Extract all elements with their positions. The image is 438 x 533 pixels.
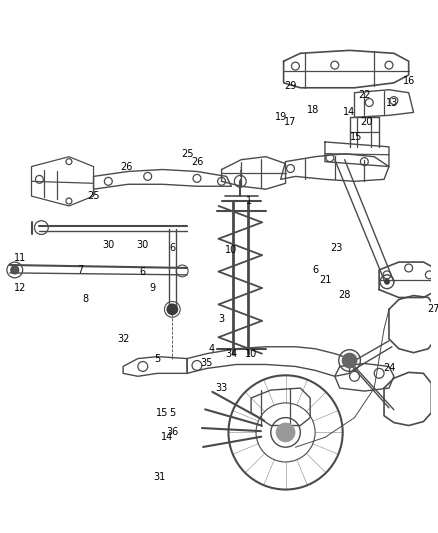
Text: 19: 19 [275,112,287,122]
Text: 6: 6 [140,267,146,277]
Text: 13: 13 [386,98,398,108]
Text: 9: 9 [149,282,155,293]
Text: 24: 24 [383,364,395,374]
Text: 11: 11 [14,253,26,263]
Circle shape [276,423,295,442]
Text: 25: 25 [181,149,193,159]
Circle shape [166,303,178,315]
Text: 10: 10 [245,349,257,359]
Text: 29: 29 [284,81,297,91]
Text: 7: 7 [78,265,84,275]
Text: 32: 32 [117,334,129,344]
Text: 21: 21 [319,275,331,285]
Text: 22: 22 [358,90,371,100]
Text: 36: 36 [166,427,178,438]
Text: 3: 3 [219,314,225,324]
Text: 28: 28 [339,289,351,300]
Text: 15: 15 [350,132,363,142]
Text: 5: 5 [169,408,176,418]
Text: 12: 12 [14,282,26,293]
Text: 16: 16 [403,76,415,86]
Text: 34: 34 [225,349,237,359]
Text: 15: 15 [156,408,169,418]
Text: 14: 14 [343,107,356,117]
Text: 26: 26 [120,161,132,172]
Text: 4: 4 [208,344,215,354]
Circle shape [384,279,390,285]
Text: 6: 6 [312,265,318,275]
Text: 10: 10 [225,245,237,255]
Text: 6: 6 [169,243,175,253]
Text: 26: 26 [191,157,203,167]
Text: 33: 33 [215,383,228,393]
Text: 18: 18 [307,106,319,116]
Circle shape [342,353,357,368]
Text: 20: 20 [360,117,372,127]
Text: 35: 35 [201,359,213,368]
Text: 30: 30 [102,240,114,251]
Text: 17: 17 [284,117,297,127]
Text: 25: 25 [87,191,100,201]
Text: 23: 23 [331,243,343,253]
Text: 1: 1 [246,196,252,206]
Circle shape [11,266,19,274]
Text: 5: 5 [155,353,161,364]
Text: 30: 30 [137,240,149,251]
Text: 8: 8 [83,295,89,304]
Text: 27: 27 [427,304,438,314]
Text: 31: 31 [153,472,166,482]
Text: 14: 14 [161,432,173,442]
